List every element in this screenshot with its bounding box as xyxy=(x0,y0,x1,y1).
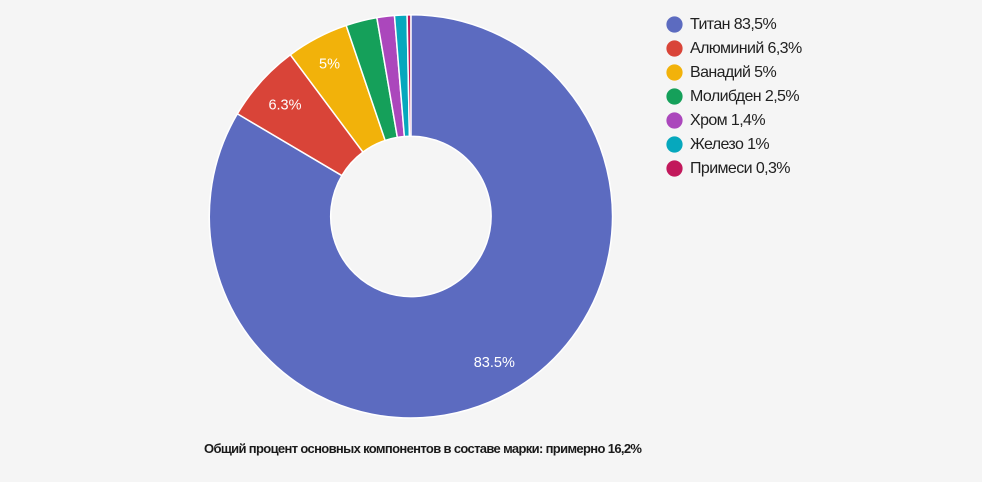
svg-text:Алюминий 6,3%: Алюминий 6,3% xyxy=(690,40,802,57)
svg-text:Общий процент основных компоне: Общий процент основных компонентов в сос… xyxy=(204,441,642,456)
svg-text:Титан 83,5%: Титан 83,5% xyxy=(690,16,776,33)
svg-text:Молибден 2,5%: Молибден 2,5% xyxy=(690,88,799,105)
svg-text:Ванадий 5%: Ванадий 5% xyxy=(690,64,776,81)
svg-text:Железо 1%: Железо 1% xyxy=(690,136,769,153)
svg-text:83.5%: 83.5% xyxy=(474,355,515,371)
svg-text:5%: 5% xyxy=(319,57,340,73)
svg-text:Хром 1,4%: Хром 1,4% xyxy=(690,112,765,129)
svg-text:6.3%: 6.3% xyxy=(268,98,301,114)
svg-text:Примеси 0,3%: Примеси 0,3% xyxy=(690,160,790,177)
